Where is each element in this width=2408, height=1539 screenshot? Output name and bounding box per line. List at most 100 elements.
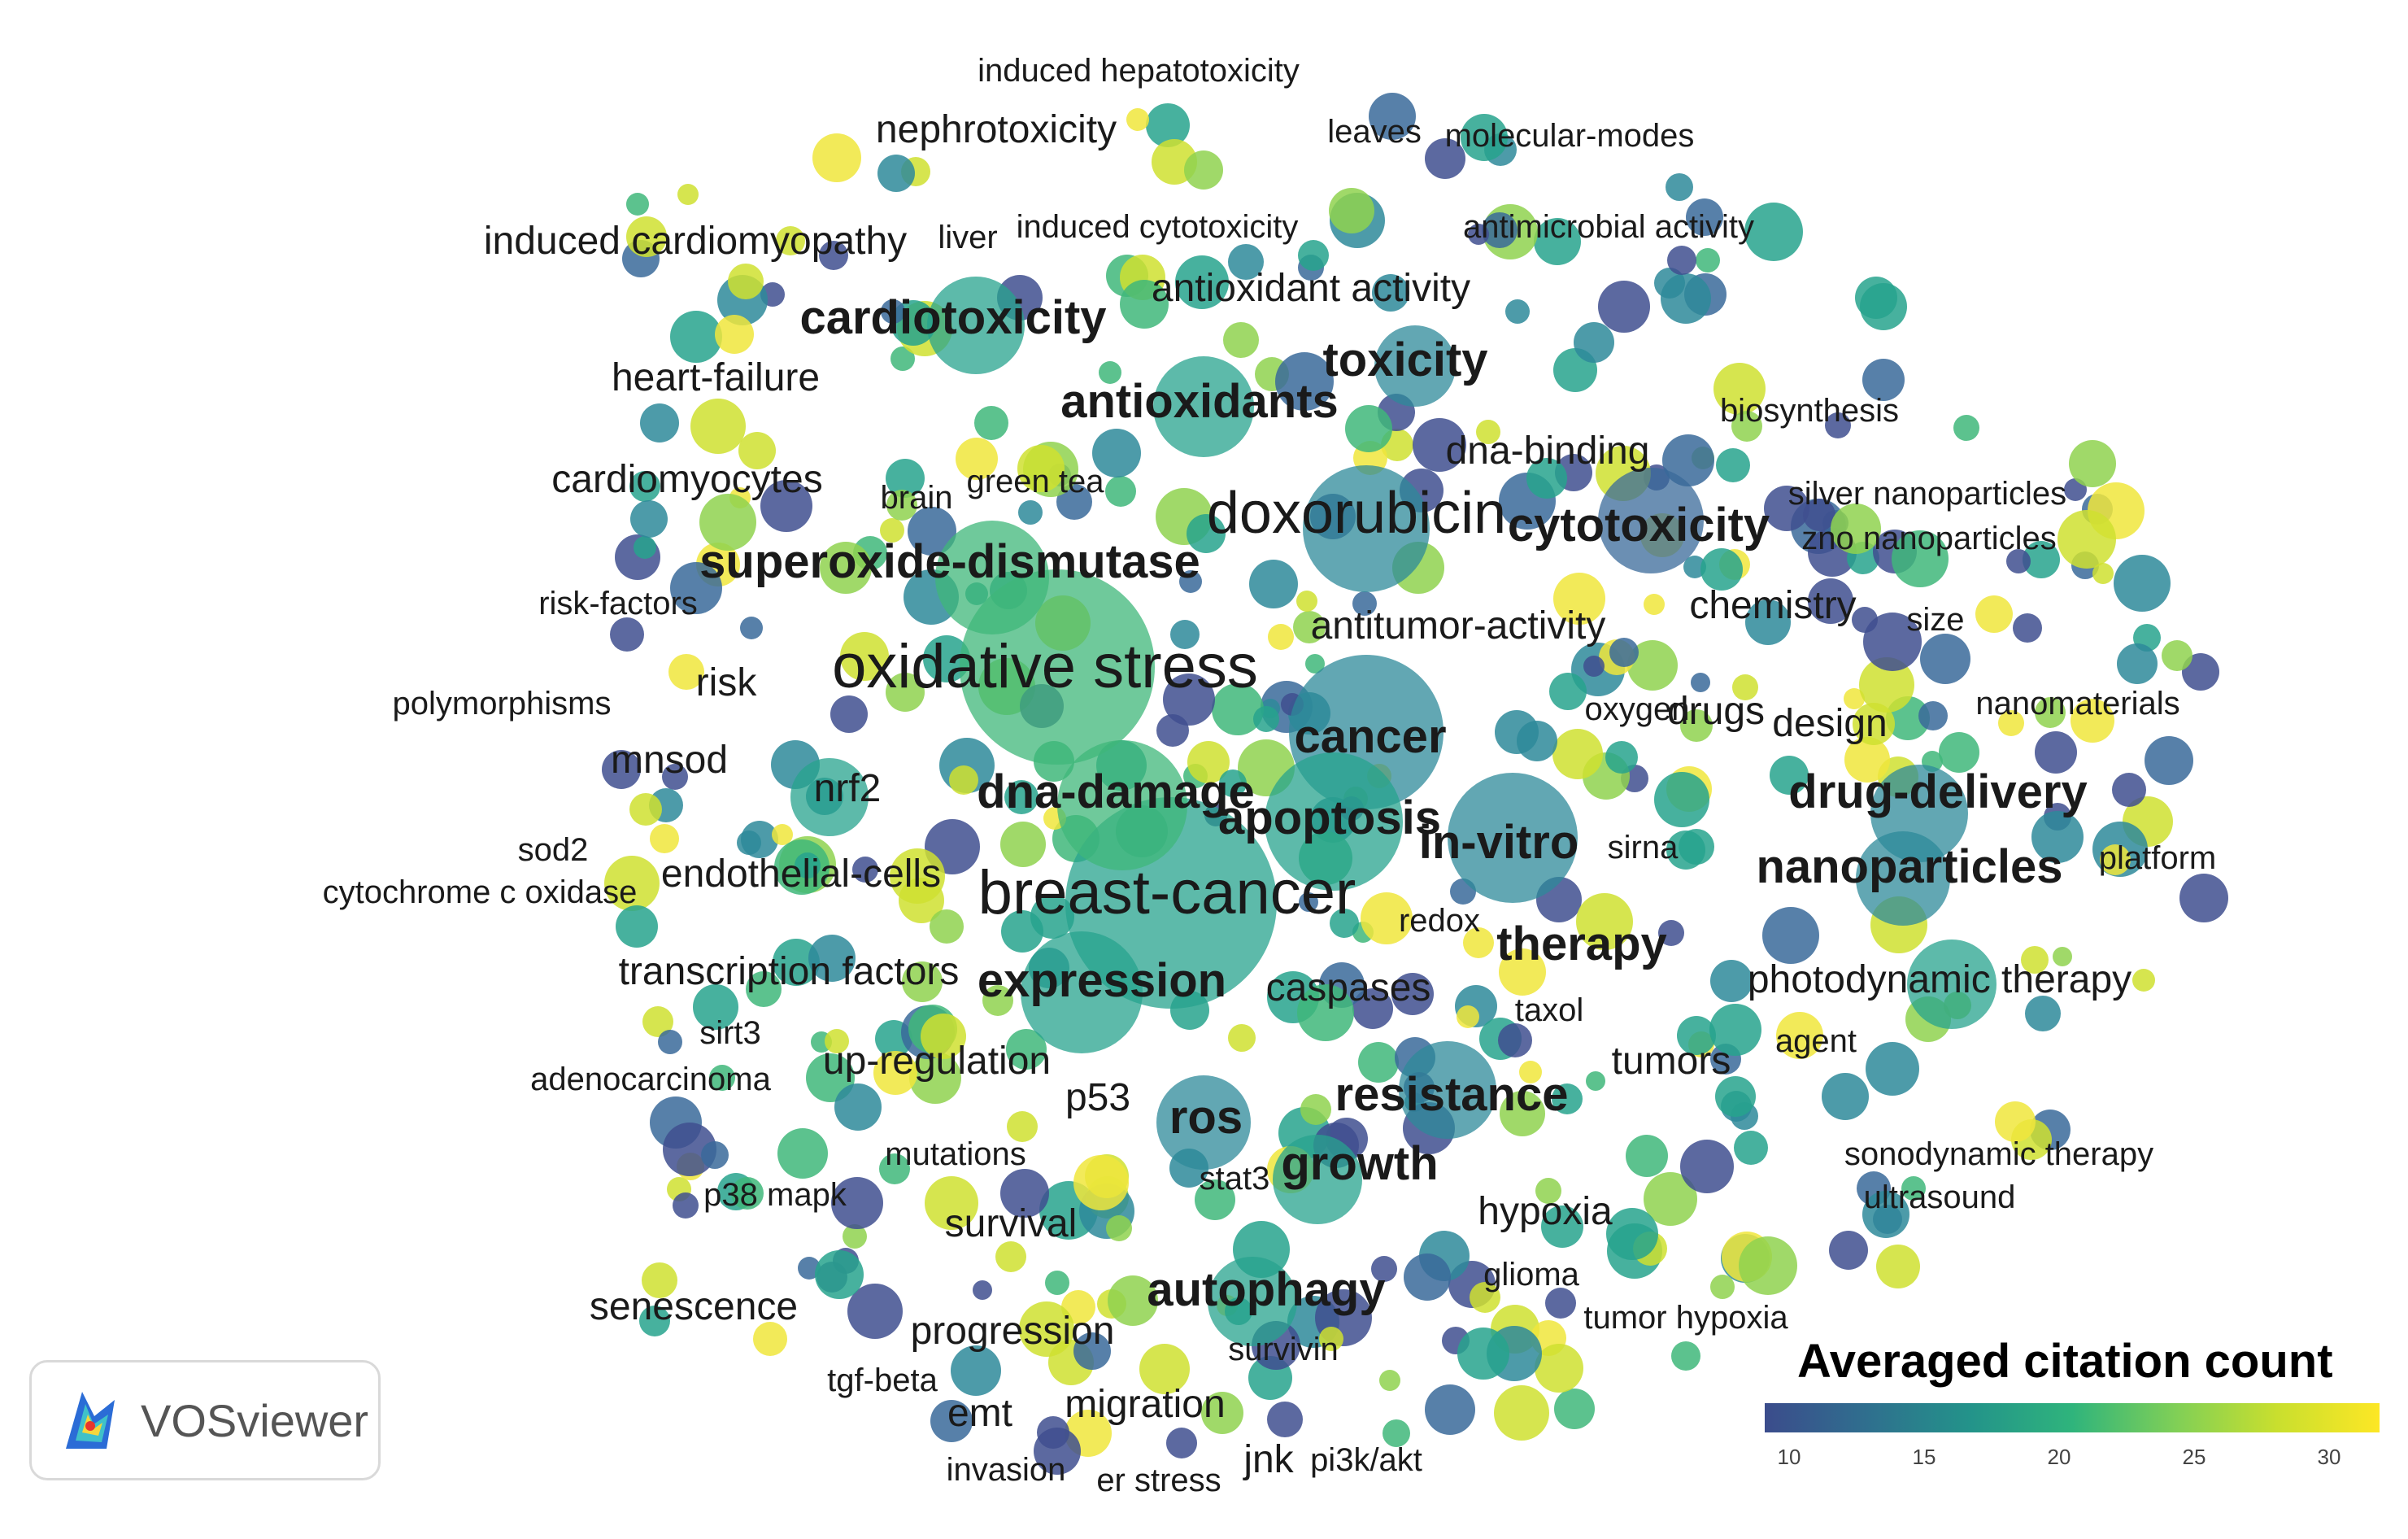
keyword-bubble [629,793,662,826]
keyword-bubble [2057,510,2116,569]
keyword-bubble [1018,500,1043,525]
keyword-bubble [1716,448,1750,482]
keyword-bubble [1731,411,1762,442]
keyword-bubble [1099,361,1121,384]
keyword-bubble [1574,322,1614,363]
keyword-bubble [1517,721,1557,761]
keyword-bubble [923,635,970,682]
keyword-bubble [1000,822,1046,867]
keyword-bubble [1853,703,1895,745]
keyword-bubble [1021,931,1143,1053]
keyword-bubble [1700,548,1743,591]
keyword-bubble [881,299,905,324]
keyword-bubble [1658,920,1684,946]
keyword-label: silver nanoparticles [1788,476,2066,512]
keyword-label: jnk [1242,1438,1294,1481]
keyword-bubble [1146,103,1190,147]
keyword-bubble [1667,246,1696,275]
keyword-bubble [699,494,756,551]
keyword-bubble [1037,1416,1069,1449]
keyword-bubble [1372,274,1409,312]
keyword-bubble [819,241,848,270]
keyword-bubble [1267,1402,1303,1437]
keyword-bubble [728,264,764,299]
keyword-bubble [1329,188,1374,233]
keyword-bubble [1299,892,1318,912]
keyword-bubble [670,311,722,363]
keyword-label: antioxidants [1060,375,1339,428]
keyword-bubble [815,1250,864,1299]
keyword-label: cancer [1294,710,1446,763]
keyword-bubble [2053,947,2072,966]
keyword-bubble [777,1128,828,1179]
keyword-label: apoptosis [1218,791,1441,844]
keyword-bubble [746,971,782,1007]
keyword-bubble [1554,1389,1595,1429]
keyword-label: leaves [1327,114,1422,150]
keyword-label: cardiomyocytes [551,458,822,501]
keyword-bubble [820,542,872,594]
keyword-label: platform [2099,840,2217,876]
keyword-label: expression [978,954,1226,1007]
keyword-label: design [1772,702,1887,745]
keyword-label: hypoxia [1478,1190,1613,1233]
keyword-bubble [1519,1061,1542,1083]
keyword-bubble [673,1192,699,1219]
keyword-bubble [825,1029,849,1053]
keyword-bubble [1892,530,1949,587]
keyword-bubble [1056,484,1092,520]
keyword-bubble [930,909,964,944]
keyword-bubble [1918,701,1948,730]
keyword-bubble [1732,674,1758,700]
keyword-bubble [1844,688,1865,709]
keyword-bubble [1201,1392,1243,1434]
keyword-bubble [1156,714,1189,747]
keyword-bubble [634,536,656,559]
keyword-bubble [1303,465,1430,592]
keyword-bubble [1535,1344,1583,1393]
keyword-label: therapy [1496,918,1667,970]
keyword-label: er stress [1096,1463,1221,1498]
keyword-bubble [1126,108,1149,131]
keyword-label: green tea [966,464,1104,499]
keyword-bubble [1498,1023,1532,1057]
keyword-bubble [640,403,679,443]
keyword-label: mnsod [611,739,728,782]
keyword-bubble [1876,1245,1920,1288]
keyword-bubble [831,1177,883,1229]
keyword-bubble [1358,1042,1399,1083]
keyword-bubble [1552,1083,1583,1114]
keyword-bubble [1108,1275,1158,1326]
keyword-bubble [1352,988,1393,1029]
keyword-bubble [1745,599,1791,645]
keyword-label: cardiotoxicity [799,291,1106,344]
keyword-bubble [1425,1384,1475,1435]
keyword-bubble [1073,1155,1129,1210]
keyword-label: dna-damage [977,765,1255,818]
keyword-bubble [1007,1111,1038,1142]
keyword-bubble [1219,770,1247,797]
keyword-bubble [1413,418,1466,472]
keyword-label: agent [1775,1023,1857,1059]
keyword-bubble [1361,892,1413,944]
keyword-bubble [908,507,956,556]
keyword-bubble [2162,640,2192,671]
keyword-bubble [1626,1135,1668,1177]
keyword-bubble [1680,709,1713,742]
keyword-bubble [847,1284,903,1339]
keyword-bubble [1345,405,1392,452]
keyword-label: tumors [1612,1040,1731,1083]
keyword-bubble [1001,910,1043,953]
keyword-bubble [2021,946,2049,974]
keyword-bubble [886,673,925,712]
keyword-bubble [886,459,925,498]
keyword-bubble [890,347,915,371]
keyword-bubble [670,562,722,614]
keyword-bubble [1662,434,1714,486]
keyword-bubble [2132,969,2155,992]
legend-color-bar [1765,1403,2380,1432]
keyword-bubble [1391,973,1434,1015]
keyword-bubble [1860,283,1907,330]
keyword-bubble [1265,752,1403,891]
